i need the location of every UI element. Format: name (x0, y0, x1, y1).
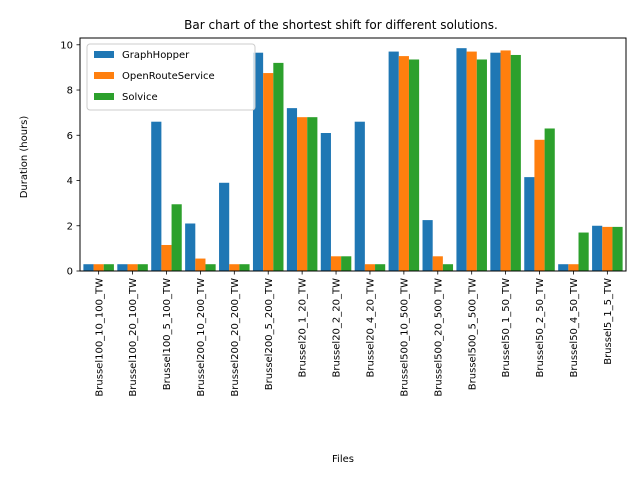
y-axis-label: Duration (hours) (19, 116, 30, 199)
bar-openrouteservice-brussel200_10_200_tw (195, 258, 206, 271)
bar-openrouteservice-brussel200_5_200_tw (263, 73, 274, 271)
bar-solvice-brussel100_5_100_tw (171, 204, 182, 271)
bar-solvice-brussel200_20_200_tw (239, 264, 250, 271)
y-axis: 0 2 4 6 8 10 (60, 40, 80, 278)
legend-swatch-solvice (94, 93, 114, 100)
bar-graphhopper-brussel500_5_500_tw (456, 48, 467, 271)
y-tick-label: 10 (60, 40, 73, 51)
bar-openrouteservice-brussel5_1_5_tw (602, 226, 613, 271)
y-tick-label: 8 (67, 86, 73, 97)
x-tick-label: Brussel500_5_500_TW (467, 278, 478, 390)
x-axis-label: Files (332, 454, 354, 465)
bar-openrouteservice-brussel500_20_500_tw (432, 256, 443, 271)
x-tick-label: Brussel50_2_50_TW (535, 278, 546, 378)
bar-openrouteservice-brussel100_10_100_tw (93, 264, 104, 271)
x-axis: Brussel100_10_100_TW Brussel100_20_100_TW… (94, 271, 614, 397)
bar-graphhopper-brussel20_2_20_tw (320, 133, 331, 271)
plot-frame (79, 37, 627, 272)
bar-graphhopper-brussel50_2_50_tw (524, 177, 535, 271)
bar-solvice-brussel50_2_50_tw (544, 128, 555, 271)
x-tick-label: Brussel500_10_500_TW (399, 278, 410, 397)
bar-openrouteservice-brussel100_5_100_tw (161, 244, 172, 271)
x-tick-label: Brussel200_20_200_TW (230, 278, 241, 397)
bar-graphhopper-brussel20_1_20_tw (286, 108, 298, 271)
bar-solvice-brussel500_20_500_tw (442, 264, 454, 271)
bar-openrouteservice-brussel100_20_100_tw (127, 264, 138, 271)
bars-group (83, 48, 623, 272)
bar-graphhopper-brussel500_10_500_tw (388, 51, 399, 271)
x-tick-label: Brussel50_4_50_TW (569, 278, 580, 378)
bar-solvice-brussel50_1_50_tw (510, 54, 521, 271)
bar-openrouteservice-brussel50_1_50_tw (500, 50, 511, 272)
bar-openrouteservice-brussel500_10_500_tw (398, 56, 409, 271)
bar-graphhopper-brussel200_5_200_tw (252, 52, 264, 271)
legend-label-solvice: Solvice (122, 92, 158, 103)
legend-label-graphhopper: GraphHopper (122, 50, 190, 61)
bar-solvice-brussel200_5_200_tw (273, 62, 284, 271)
bar-openrouteservice-brussel50_2_50_tw (534, 139, 545, 271)
legend-label-openrouteservice: OpenRouteService (122, 71, 215, 82)
x-tick-label: Brussel20_4_20_TW (366, 278, 377, 378)
y-tick-label: 4 (67, 176, 73, 187)
y-tick-label: 6 (67, 131, 73, 142)
bar-graphhopper-brussel50_1_50_tw (490, 52, 501, 271)
x-tick-label: Brussel20_2_20_TW (332, 278, 343, 378)
x-tick-label: Brussel20_1_20_TW (298, 278, 309, 378)
chart-title: Bar chart of the shortest shift for diff… (184, 18, 498, 32)
x-tick-label: Brussel500_20_500_TW (433, 278, 444, 397)
bar-graphhopper-brussel200_20_200_tw (219, 182, 230, 271)
bar-graphhopper-brussel50_4_50_tw (558, 264, 569, 271)
bar-openrouteservice-brussel20_2_20_tw (330, 256, 342, 271)
bar-openrouteservice-brussel500_5_500_tw (466, 51, 477, 271)
bar-solvice-brussel100_10_100_tw (103, 264, 114, 271)
legend-box (86, 43, 256, 111)
y-tick-label: 0 (67, 267, 73, 278)
bar-solvice-brussel20_2_20_tw (341, 256, 352, 271)
legend-swatch-openrouteservice (94, 72, 114, 79)
x-tick-label: Brussel100_5_100_TW (162, 278, 173, 390)
bar-openrouteservice-brussel20_4_20_tw (364, 264, 376, 271)
bar-openrouteservice-brussel200_20_200_tw (229, 264, 240, 271)
legend: GraphHopper OpenRouteService Solvice (86, 43, 256, 111)
bar-graphhopper-brussel100_20_100_tw (117, 264, 128, 271)
x-tick-label: Brussel100_10_100_TW (94, 278, 105, 397)
x-tick-label: Brussel5_1_5_TW (603, 278, 614, 365)
bar-solvice-brussel500_10_500_tw (408, 59, 420, 271)
bar-solvice-brussel20_1_20_tw (307, 117, 318, 271)
bar-graphhopper-brussel100_5_100_tw (151, 121, 162, 271)
bar-graphhopper-brussel200_10_200_tw (185, 223, 196, 271)
bar-graphhopper-brussel20_4_20_tw (354, 121, 365, 271)
y-tick-label: 2 (67, 221, 73, 232)
bar-solvice-brussel100_20_100_tw (137, 264, 148, 271)
bar-graphhopper-brussel500_20_500_tw (422, 220, 433, 271)
legend-swatch-graphhopper (94, 51, 114, 58)
bar-solvice-brussel200_10_200_tw (205, 264, 216, 271)
bar-graphhopper-brussel100_10_100_tw (83, 264, 94, 271)
bar-solvice-brussel50_4_50_tw (578, 232, 589, 271)
bar-graphhopper-brussel5_1_5_tw (592, 225, 603, 271)
x-tick-label: Brussel200_5_200_TW (264, 278, 275, 390)
bar-solvice-brussel5_1_5_tw (612, 226, 623, 271)
bar-solvice-brussel20_4_20_tw (375, 264, 386, 271)
x-tick-label: Brussel50_1_50_TW (501, 278, 512, 378)
bar-openrouteservice-brussel50_4_50_tw (568, 264, 579, 271)
bar-solvice-brussel500_5_500_tw (476, 59, 487, 271)
x-tick-label: Brussel200_10_200_TW (196, 278, 207, 397)
x-tick-label: Brussel100_20_100_TW (128, 278, 139, 397)
bar-openrouteservice-brussel20_1_20_tw (297, 117, 308, 271)
